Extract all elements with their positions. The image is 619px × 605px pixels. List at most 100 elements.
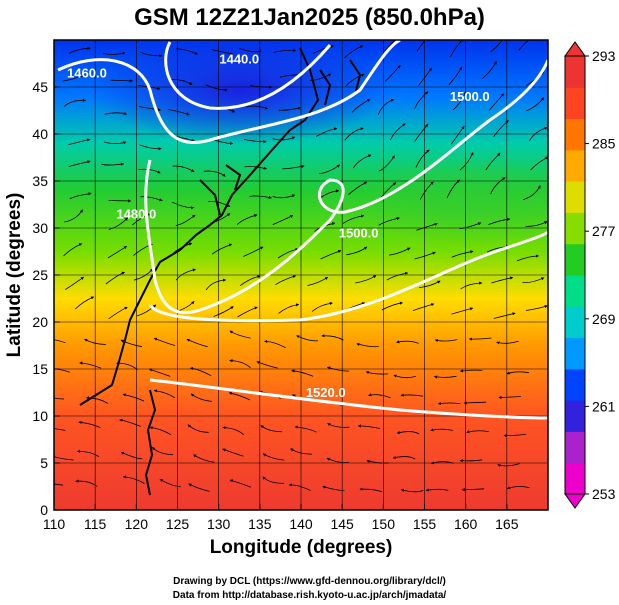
colorbar-tick-label: 261 [592,398,616,414]
streamline [85,396,109,404]
colorbar-segment [565,400,585,432]
streamline [489,93,505,111]
streamline [468,337,492,341]
streamline [103,141,127,145]
streamline [69,192,92,200]
streamline [278,106,302,111]
streamline [488,217,511,225]
colorbar-segment [565,368,585,401]
streamline [176,48,198,55]
streamline [497,463,520,468]
streamline [228,391,251,401]
x-tick-label: 150 [372,516,396,532]
streamline [378,155,395,172]
streamline [416,40,426,52]
streamline [416,222,438,231]
streamline [346,246,368,256]
contour-labels: 1440.0 1460.0 1480.0 1500.0 1500.0 1520.0 [67,52,490,401]
streamline [415,149,430,168]
streamline [188,483,210,492]
streamline [294,425,317,433]
streamline [525,221,548,227]
streamline [243,139,267,144]
streamline [133,268,154,281]
streamline [229,330,251,339]
streamline [122,475,145,484]
streamline [344,45,364,59]
streamline [203,170,226,177]
streamline [356,342,379,348]
streamline [272,215,294,225]
y-axis-label: Latitude (degrees) [4,192,25,358]
streamline [54,368,70,373]
streamline [516,254,540,262]
streamline [139,144,162,151]
streamline [245,105,269,110]
streamline [65,276,85,290]
streamline [342,214,365,224]
contour-label: 1480.0 [116,207,156,222]
colorbar-frame [564,55,586,495]
streamline [312,44,335,54]
streamline [175,214,196,227]
y-tick-label: 15 [32,361,48,377]
streamline [434,339,458,343]
y-tick-label: 20 [32,314,48,330]
streamline [104,111,128,115]
x-tick-label: 110 [43,516,66,532]
streamline [277,247,299,259]
streamline [153,337,176,346]
streamline [419,181,434,200]
streamline [386,271,409,281]
streamline [506,371,530,375]
streamline [503,434,527,438]
streamline [239,275,261,287]
x-tick-label: 140 [289,516,313,532]
streamline [496,340,519,345]
streamline [148,368,171,377]
streamline [211,243,233,255]
colorbar-segment [565,243,585,276]
streamline [355,275,377,284]
streamline [222,426,244,436]
streamline [273,48,297,53]
colorbar-segment [565,431,585,464]
streamline [64,98,87,107]
streamline [205,84,228,92]
streamline [138,106,162,112]
colorbar-tick-label: 269 [592,311,616,327]
streamline [186,338,208,348]
streamline [190,393,212,402]
streamline [205,278,227,291]
streamline [389,247,411,256]
streamline [136,304,157,317]
streamline [101,162,125,166]
streamline [459,152,474,171]
streamline [262,453,285,461]
streamline [322,485,345,492]
streamline [229,479,252,488]
streamline [522,185,541,201]
streamline [54,397,65,400]
streamline [459,459,483,463]
streamline [466,430,489,434]
streamline [493,312,516,319]
streamline [108,199,132,203]
contour-label: 1500.0 [450,89,490,104]
streamline [159,478,181,488]
colorbar-segment [565,306,585,339]
streamline [151,447,174,456]
streamline [140,196,163,202]
x-tick-label: 130 [207,516,231,532]
colorbar-tick-label: 293 [592,48,616,64]
streamline [430,428,453,432]
streamline [530,156,548,171]
streamline [122,393,145,402]
streamline [368,393,391,399]
streamline [138,168,161,174]
streamline [107,245,128,259]
streamline [459,222,482,230]
streamline [485,152,501,171]
streamline [311,301,333,312]
